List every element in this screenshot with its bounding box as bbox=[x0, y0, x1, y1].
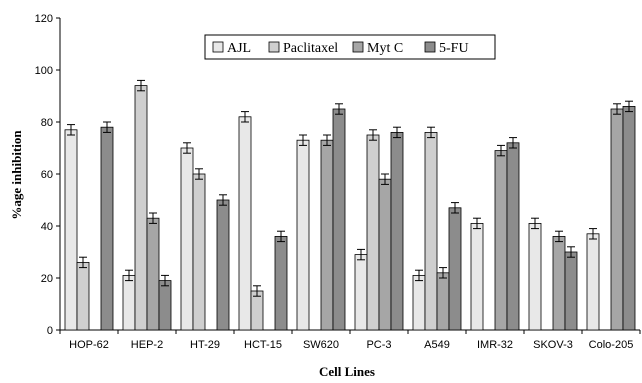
bar-ajl-pc-3 bbox=[354, 254, 368, 331]
bar-ajl-colo-205 bbox=[586, 233, 600, 331]
bar-myt-c-colo-205 bbox=[610, 108, 624, 331]
legend: AJL Paclitaxel Myt C 5-FU bbox=[204, 34, 496, 60]
legend-label: Paclitaxel bbox=[283, 41, 338, 56]
bar-myt-c-pc-3 bbox=[378, 178, 392, 331]
legend-swatch bbox=[352, 41, 364, 53]
y-tick-label: 80 bbox=[41, 117, 53, 129]
legend-label: 5-FU bbox=[439, 41, 469, 56]
bar-5-fu-hep-2 bbox=[158, 280, 172, 331]
bar-paclitaxel-hct-15 bbox=[250, 290, 264, 331]
bar-5-fu-colo-205 bbox=[622, 106, 636, 331]
bar-paclitaxel-hep-2 bbox=[134, 85, 148, 331]
x-tick-label: HEP-2 bbox=[131, 339, 163, 351]
y-tick-label: 100 bbox=[35, 65, 53, 77]
bar-ajl-ht-29 bbox=[180, 147, 194, 331]
bar-ajl-sw620 bbox=[296, 139, 310, 331]
legend-box bbox=[204, 34, 496, 60]
x-tick-label: SKOV-3 bbox=[533, 339, 573, 351]
bar-paclitaxel-ht-29 bbox=[192, 173, 206, 331]
x-tick-label: IMR-32 bbox=[477, 339, 513, 351]
bar-5-fu-a549 bbox=[448, 207, 462, 331]
bar-myt-c-sw620 bbox=[320, 139, 334, 331]
y-tick-label: 0 bbox=[47, 325, 53, 337]
bar-5-fu-pc-3 bbox=[390, 131, 404, 331]
legend-label: Myt C bbox=[367, 41, 403, 56]
bar-myt-c-imr-32 bbox=[494, 150, 508, 331]
bar-paclitaxel-a549 bbox=[424, 131, 438, 331]
bar-ajl-hep-2 bbox=[122, 274, 136, 331]
bars-group bbox=[64, 79, 636, 331]
bar-myt-c-skov-3 bbox=[552, 235, 566, 331]
legend-label: AJL bbox=[227, 41, 251, 56]
x-axis-title: Cell Lines bbox=[319, 364, 375, 379]
bar-ajl-a549 bbox=[412, 274, 426, 331]
bar-paclitaxel-hop-62 bbox=[76, 261, 90, 331]
bar-5-fu-ht-29 bbox=[216, 199, 230, 331]
bar-paclitaxel-pc-3 bbox=[366, 134, 380, 331]
y-tick-label: 60 bbox=[41, 169, 53, 181]
bar-5-fu-hct-15 bbox=[274, 235, 288, 331]
legend-swatch bbox=[268, 41, 280, 53]
bar-ajl-skov-3 bbox=[528, 222, 542, 331]
y-tick-label: 20 bbox=[41, 273, 53, 285]
y-tick-label: 120 bbox=[35, 13, 53, 25]
bar-ajl-hop-62 bbox=[64, 129, 78, 331]
y-tick-label: 40 bbox=[41, 221, 53, 233]
x-tick-label: HCT-15 bbox=[244, 339, 282, 351]
y-axis-title: %age inhibition bbox=[9, 130, 24, 220]
x-tick-label: PC-3 bbox=[366, 339, 391, 351]
bar-myt-c-a549 bbox=[436, 272, 450, 331]
bar-myt-c-hep-2 bbox=[146, 217, 160, 331]
bar-ajl-hct-15 bbox=[238, 116, 252, 331]
x-tick-label: HT-29 bbox=[190, 339, 220, 351]
x-tick-label: A549 bbox=[424, 339, 450, 351]
bar-5-fu-sw620 bbox=[332, 108, 346, 331]
x-tick-label: Colo-205 bbox=[589, 339, 634, 351]
bar-ajl-imr-32 bbox=[470, 222, 484, 331]
x-tick-label: SW620 bbox=[303, 339, 339, 351]
legend-swatch bbox=[212, 41, 224, 53]
bar-5-fu-hop-62 bbox=[100, 126, 114, 331]
bar-5-fu-skov-3 bbox=[564, 251, 578, 331]
bar-5-fu-imr-32 bbox=[506, 142, 520, 331]
legend-swatch bbox=[424, 41, 436, 53]
x-tick-label: HOP-62 bbox=[69, 339, 109, 351]
